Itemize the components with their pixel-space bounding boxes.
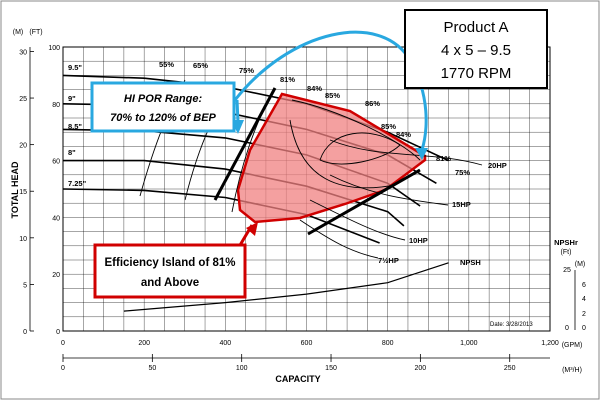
eff-label-84a: 84%: [307, 84, 322, 93]
npsh-m-6: 6: [582, 282, 586, 289]
y-ticks-m: 0 5 10 15 20 25 30: [19, 47, 34, 336]
x-tick-gpm: 200: [138, 340, 150, 347]
x-tick-m3h: 200: [415, 365, 427, 372]
island-arrow-head: [246, 222, 258, 236]
impeller-label-7-25: 7.25": [68, 179, 87, 188]
x-tick-m3h: 100: [236, 365, 248, 372]
title-box: [404, 9, 548, 89]
efficiency-island: [236, 92, 427, 224]
x-tick-gpm: 600: [301, 340, 313, 347]
x-unit-m3h: (M³/H): [562, 367, 582, 374]
por-line-70: [213, 87, 277, 201]
y-tick-m: 20: [19, 143, 27, 150]
por-arrow-left: [235, 99, 240, 123]
npsh-ft-25: 25: [563, 267, 571, 274]
npsh-curve-label: NPSH: [460, 258, 481, 267]
x-tick-gpm: 800: [382, 340, 394, 347]
y-tick-ft: 60: [52, 159, 60, 166]
eff-contour-84b: [289, 119, 396, 189]
y-tick-ft: 80: [52, 102, 60, 109]
por-callout-line1: HI POR Range:: [124, 93, 203, 105]
y-unit-ft: (FT): [29, 29, 42, 36]
eff-label-81a: 81%: [280, 75, 295, 84]
hp-line-10: [309, 199, 406, 241]
npsh-axis-label: NPSHr: [554, 238, 578, 247]
date-note: Date: 3/28/2013: [490, 322, 533, 328]
power-label-10hp: 10HP: [409, 236, 428, 245]
power-label-20hp: 20HP: [488, 161, 507, 170]
eff-label-81b: 81%: [436, 154, 451, 163]
impeller-label-8-5: 8.5": [68, 122, 82, 131]
x-tick-gpm: 0: [61, 340, 65, 347]
impeller-label-8: 8": [68, 148, 76, 157]
hp-line-7-5: [299, 219, 379, 259]
island-callout-line2: and Above: [141, 277, 199, 289]
x-tick-gpm: 400: [219, 340, 231, 347]
x-tick-gpm: 1,200: [541, 340, 559, 347]
por-callout-box: [90, 81, 236, 133]
x-ticks-gpm: 0 200 400 600 800 1,000 1,200: [61, 340, 559, 347]
impeller-curve-0: [62, 74, 449, 162]
eff-label-55: 55%: [159, 60, 174, 69]
title-speed: 1770 RPM: [441, 65, 512, 82]
y-tick-m: 10: [19, 236, 27, 243]
y-tick-ft: 0: [56, 329, 60, 336]
impeller-curve-4: [62, 188, 380, 244]
por-callout-line2: 70% to 120% of BEP: [110, 112, 216, 124]
npsh-m-4: 4: [582, 296, 586, 303]
npsh-m-2: 2: [582, 311, 586, 318]
por-arrow-right: [233, 30, 428, 151]
impeller-label-9-5: 9.5": [68, 63, 82, 72]
power-label-7-5hp: 7½HP: [378, 256, 399, 265]
hp-line-20: [329, 139, 483, 166]
power-label-15hp: 15HP: [452, 200, 471, 209]
npsh-m-0: 0: [582, 325, 586, 332]
y-tick-m: 25: [19, 96, 27, 103]
title-product: Product A: [443, 19, 508, 36]
eff-label-85b: 85%: [381, 122, 396, 131]
por-arrow-right-head: [415, 148, 428, 160]
eff-label-84b: 84%: [396, 130, 411, 139]
eff-label-75b: 75%: [455, 168, 470, 177]
npsh-unit-m: (M): [575, 261, 586, 268]
x-tick-m3h: 250: [504, 365, 516, 372]
eff-label-65: 65%: [193, 61, 208, 70]
hp-line-15: [329, 174, 449, 206]
y-ticks-ft: 0 20 40 60 80 100: [48, 45, 60, 336]
title-size: 4 x 5 – 9.5: [441, 42, 511, 59]
npsh-curve: [123, 262, 449, 312]
island-callout-line1: Efficiency Island of 81%: [104, 257, 235, 269]
y-tick-m: 30: [19, 49, 27, 56]
eff-contour-84a: [291, 99, 421, 161]
y-tick-m: 0: [23, 329, 27, 336]
y-tick-ft: 100: [48, 45, 60, 52]
por-boundary-lines: [213, 87, 421, 236]
x-tick-m3h: 0: [61, 365, 65, 372]
y-tick-ft: 20: [52, 272, 60, 279]
npsh-ft-0: 0: [565, 325, 569, 332]
y-tick-m: 15: [19, 189, 27, 196]
power-lines: [299, 139, 483, 259]
eff-label-85a: 85%: [325, 91, 340, 100]
x-tick-m3h: 50: [148, 365, 156, 372]
island-callout-box: [93, 243, 247, 299]
x-tick-gpm: 1,000: [460, 340, 478, 347]
impeller-label-9: 9": [68, 94, 76, 103]
x-unit-gpm: (GPM): [562, 342, 583, 349]
y-axis-label: TOTAL HEAD: [10, 161, 20, 219]
x-axis-label: CAPACITY: [275, 374, 320, 384]
eff-label-86: 86%: [365, 99, 380, 108]
x-tick-m3h: 150: [325, 365, 337, 372]
y-unit-m: (M): [13, 29, 24, 36]
eff-contour-86: [319, 132, 401, 165]
y-tick-m: 5: [23, 282, 27, 289]
npsh-unit-ft: (Ft): [561, 249, 572, 256]
eff-label-75a: 75%: [239, 66, 254, 75]
por-line-120: [307, 168, 421, 236]
y-tick-ft: 40: [52, 215, 60, 222]
